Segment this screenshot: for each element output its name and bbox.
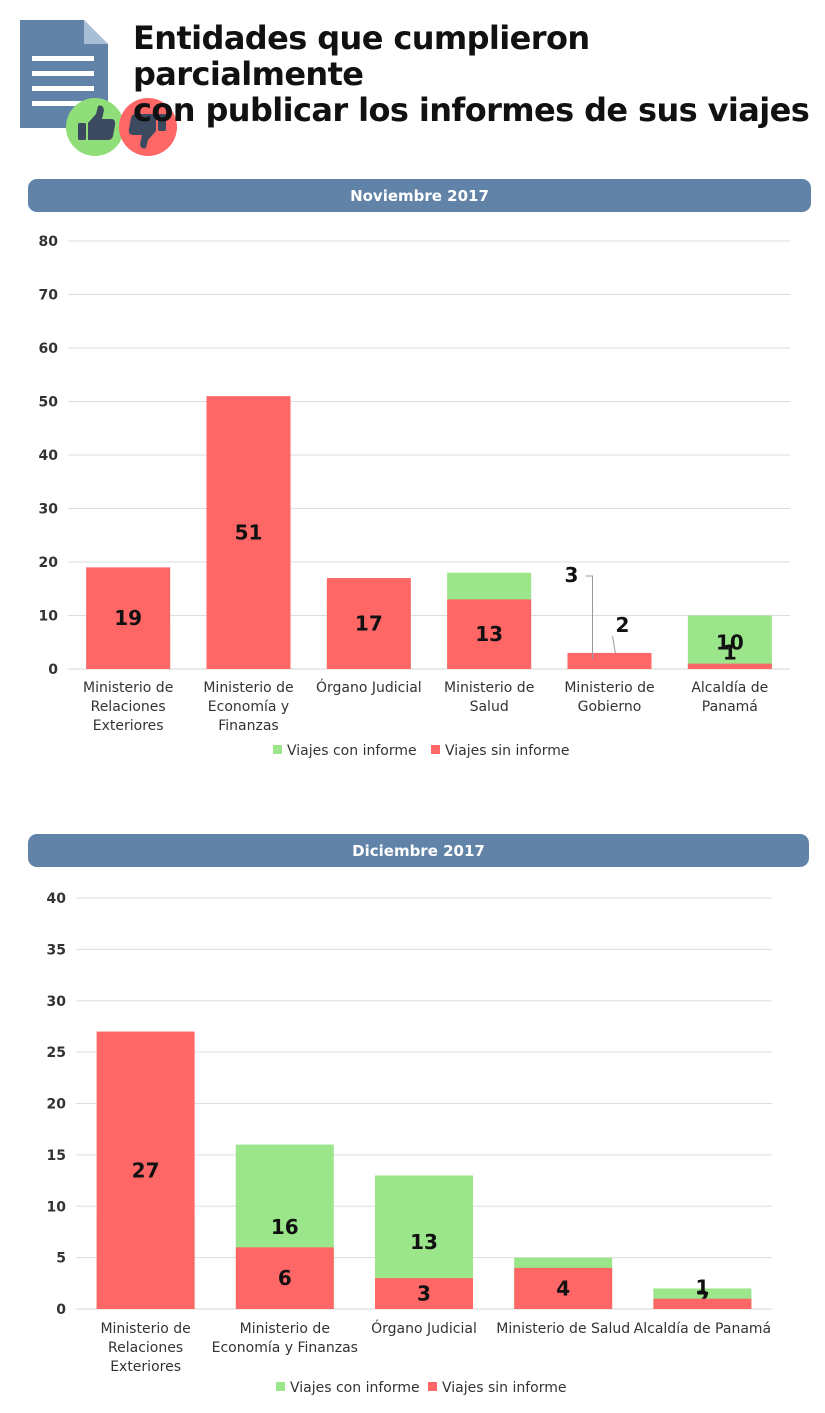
data-label: 51	[235, 521, 263, 545]
page-title-line2: con publicar los informes de sus viajes	[133, 91, 810, 129]
data-label: 3	[417, 1282, 431, 1306]
x-category-label: Relaciones	[108, 1340, 183, 1356]
x-category-label: Salud	[470, 699, 509, 715]
chart-title: Diciembre 2017	[352, 841, 485, 860]
x-category-label: Ministerio de	[444, 680, 534, 696]
bar-segment	[206, 396, 291, 669]
chart-banner-diciembre: Diciembre 2017	[28, 834, 809, 867]
x-category-label: Ministerio de	[203, 680, 293, 696]
x-category-label: Gobierno	[578, 699, 642, 715]
bar-segment	[514, 1267, 613, 1309]
bar-segment	[326, 578, 411, 669]
x-category-label: Alcaldía de	[691, 680, 768, 696]
bar-segment	[96, 1031, 195, 1309]
data-label: 16	[271, 1215, 299, 1239]
bar-segment	[653, 1298, 752, 1309]
y-tick-label: 40	[47, 891, 67, 907]
y-tick-label: 5	[56, 1251, 66, 1267]
x-category-label: Relaciones	[91, 699, 166, 715]
legend-label: Viajes con informe	[290, 1380, 420, 1396]
document-with-thumbs-icon	[20, 20, 177, 156]
legend-swatch	[431, 745, 440, 754]
x-category-label: Órgano Judicial	[316, 678, 422, 696]
data-label: 2	[616, 613, 630, 637]
y-tick-label: 0	[56, 1302, 66, 1318]
chart-title: Noviembre 2017	[350, 186, 489, 205]
x-category-label: Ministerio de	[100, 1321, 190, 1337]
x-category-label: Ministerio de Salud	[496, 1321, 630, 1337]
bar-segment	[567, 652, 652, 669]
bar-chart-diciembre: 0510152025303540927Ministerio deRelacion…	[47, 891, 772, 1396]
data-label: 17	[355, 612, 383, 636]
legend-swatch	[428, 1382, 437, 1391]
page-title: Entidades que cumplieron parcialmente co…	[133, 20, 813, 128]
y-tick-label: 30	[39, 502, 59, 518]
y-tick-label: 10	[47, 1199, 67, 1215]
bar-segment	[447, 599, 532, 669]
y-tick-label: 30	[47, 994, 67, 1010]
y-tick-label: 15	[47, 1148, 66, 1164]
chart-banner-noviembre: Noviembre 2017	[28, 179, 811, 212]
bar-segment	[86, 567, 171, 669]
bar-segment	[687, 663, 772, 669]
y-tick-label: 20	[47, 1097, 67, 1113]
bar-chart-noviembre: 01020304050607080919Ministerio deRelacio…	[39, 234, 790, 759]
x-category-label: Alcaldía de Panamá	[634, 1321, 771, 1337]
x-category-label: Economía y Finanzas	[212, 1340, 358, 1356]
data-label: 13	[475, 622, 503, 646]
x-category-label: Ministerio de	[240, 1321, 330, 1337]
thumbs-down-icon	[119, 98, 177, 156]
data-label: 4	[556, 1276, 570, 1300]
data-label: 3	[565, 563, 579, 587]
y-tick-label: 80	[39, 234, 59, 250]
bar-segment	[235, 1247, 334, 1309]
y-tick-label: 60	[39, 341, 59, 357]
legend-label: Viajes con informe	[287, 743, 417, 759]
y-tick-label: 70	[39, 288, 59, 304]
x-category-label: Órgano Judicial	[371, 1319, 477, 1337]
x-category-label: Exteriores	[93, 718, 164, 734]
y-tick-label: 25	[47, 1045, 66, 1061]
legend-label: Viajes sin informe	[445, 743, 570, 759]
data-label: 1	[695, 1276, 709, 1300]
data-label: 27	[132, 1158, 160, 1182]
data-label: 10	[716, 630, 744, 654]
y-tick-label: 50	[39, 395, 59, 411]
x-category-label: Exteriores	[110, 1359, 181, 1375]
leader-line	[585, 575, 593, 659]
x-category-label: Economía y	[208, 699, 289, 715]
legend-swatch	[276, 1382, 285, 1391]
bar-segment	[687, 615, 772, 669]
y-tick-label: 40	[39, 448, 59, 464]
y-tick-label: 35	[47, 942, 66, 958]
legend-label: Viajes sin informe	[442, 1380, 567, 1396]
x-category-label: Finanzas	[218, 718, 278, 734]
x-category-label: Ministerio de	[83, 680, 173, 696]
thumbs-up-icon	[66, 98, 124, 156]
x-category-label: Panamá	[702, 699, 758, 715]
data-label: 13	[410, 1230, 438, 1254]
page-title-line1: Entidades que cumplieron parcialmente	[133, 19, 590, 93]
data-label: 19	[114, 606, 142, 630]
y-tick-label: 0	[48, 662, 58, 678]
x-category-label: Ministerio de	[564, 680, 654, 696]
bar-segment	[375, 1278, 473, 1309]
data-label: 1	[723, 641, 737, 665]
y-tick-label: 20	[39, 555, 59, 571]
legend-swatch	[273, 745, 282, 754]
y-tick-label: 10	[39, 609, 59, 625]
data-label: 6	[278, 1266, 292, 1290]
